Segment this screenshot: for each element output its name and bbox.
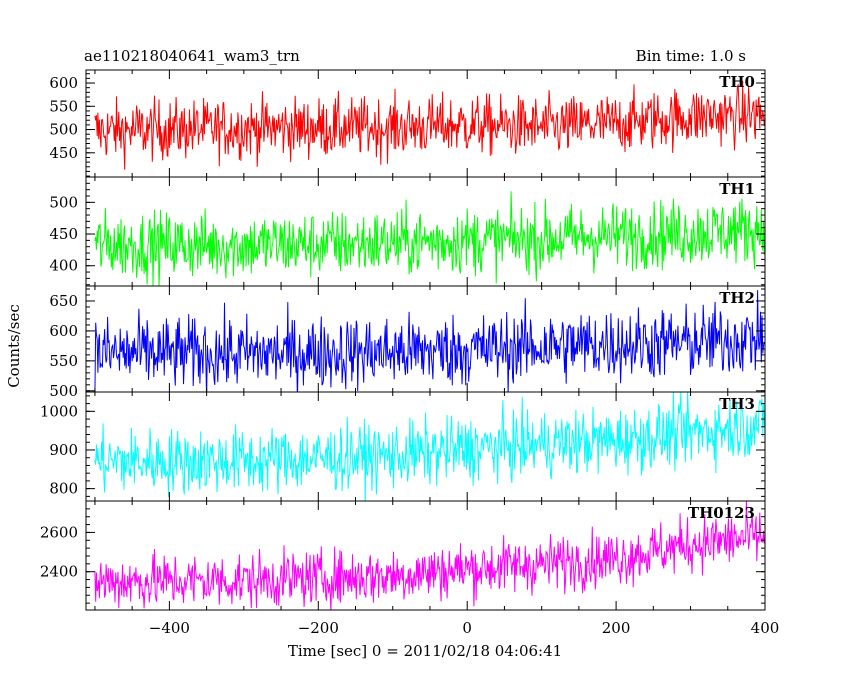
x-tick-label: −400 (149, 619, 190, 637)
series-th3-line (94, 392, 765, 501)
y-tick-label: 400 (49, 257, 78, 275)
series-th2-line (94, 290, 765, 392)
y-tick-label: 450 (49, 144, 78, 162)
y-tick-label: 2600 (40, 523, 78, 541)
panel-th2: 500 550 600 650 TH2 (49, 285, 766, 400)
panel-label-th0123: TH0123 (688, 504, 755, 522)
y-tick-label: 450 (49, 225, 78, 243)
y-tick-label: 500 (49, 382, 78, 400)
y-tick-label: 1000 (40, 402, 78, 420)
x-axis-label: Time [sec] 0 = 2011/02/18 04:06:41 (288, 642, 562, 660)
series-th0123-line (94, 501, 765, 610)
y-tick-label: 500 (49, 121, 78, 139)
y-tick-label: 550 (49, 352, 78, 370)
y-tick-label: 600 (49, 74, 78, 92)
panel-label-th3: TH3 (719, 395, 755, 413)
series-th0-line (94, 80, 765, 170)
panel-label-th1: TH1 (719, 180, 755, 198)
series-th1-line (94, 191, 765, 286)
y-tick-label: 600 (49, 322, 78, 340)
observation-id-label: ae110218040641_wam3_trn (84, 47, 300, 65)
y-tick-label: 650 (49, 292, 78, 310)
panel-th0123: 2400 2600 TH0123 (40, 500, 766, 611)
panel-th3: 800 900 1000 TH3 (40, 391, 766, 502)
panel-group: 450 500 550 600 TH0 400 450 500 TH1 500 550 600 650 T… (40, 69, 780, 637)
panel-frame (85, 500, 766, 611)
panel-label-th0: TH0 (719, 73, 755, 91)
y-tick-label: 550 (49, 97, 78, 115)
x-tick-label: −200 (298, 619, 339, 637)
y-axis-label: Counts/sec (5, 304, 23, 388)
bin-time-label: Bin time: 1.0 s (636, 47, 746, 65)
y-tick-label: 500 (49, 193, 78, 211)
panel-th1: 400 450 500 TH1 (49, 176, 766, 287)
x-tick-label: 200 (602, 619, 631, 637)
y-tick-label: 2400 (40, 563, 78, 581)
y-tick-label: 800 (49, 480, 78, 498)
y-tick-label: 900 (49, 441, 78, 459)
x-tick-label: 0 (462, 619, 472, 637)
panel-label-th2: TH2 (719, 289, 755, 307)
panel-th0: 450 500 550 600 TH0 (49, 69, 766, 178)
x-tick-label: 400 (751, 619, 780, 637)
